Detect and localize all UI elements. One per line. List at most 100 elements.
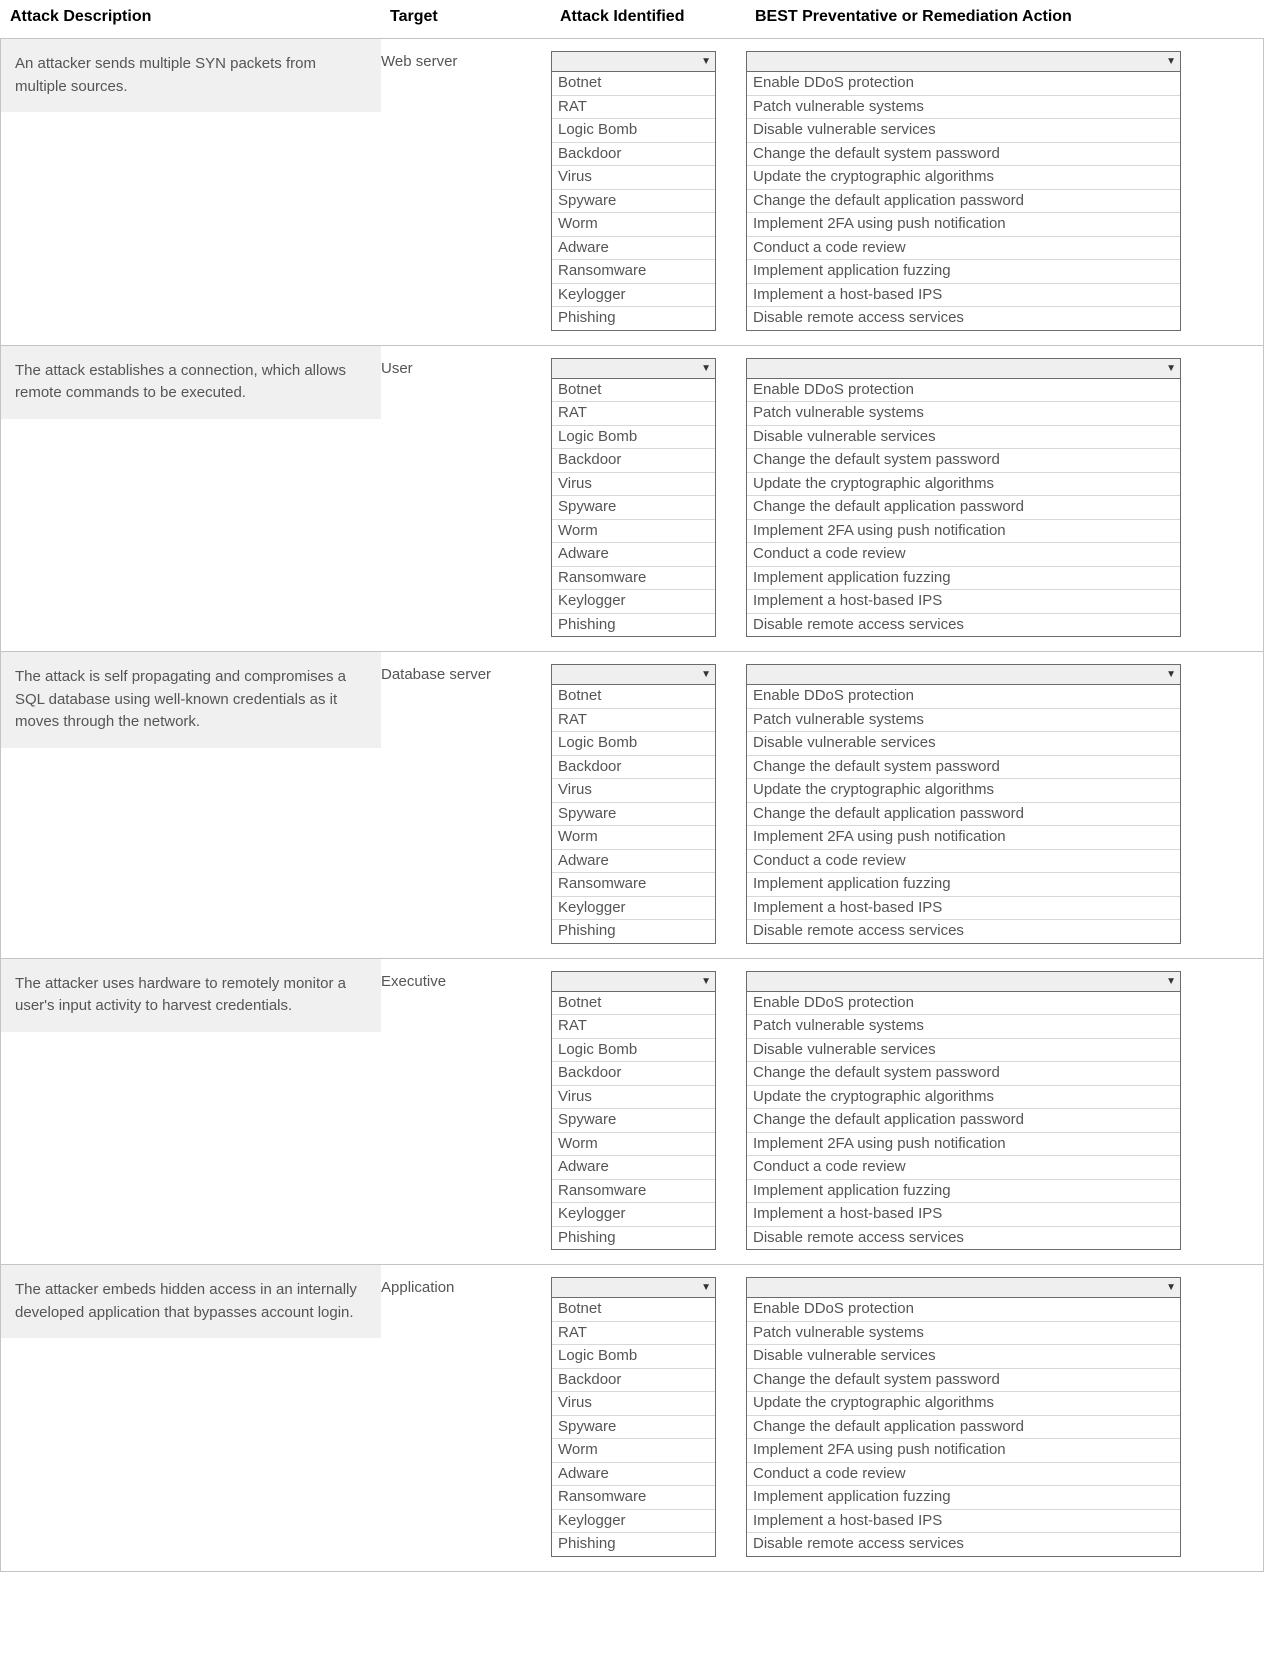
action-option[interactable]: Implement a host-based IPS (747, 897, 1180, 921)
attack-option[interactable]: Phishing (552, 1533, 715, 1556)
attack-option[interactable]: Backdoor (552, 756, 715, 780)
action-option[interactable]: Enable DDoS protection (747, 992, 1180, 1016)
attack-option[interactable]: Botnet (552, 992, 715, 1016)
attack-option[interactable]: Ransomware (552, 1486, 715, 1510)
attack-option[interactable]: Spyware (552, 803, 715, 827)
action-option[interactable]: Change the default system password (747, 1062, 1180, 1086)
attack-option[interactable]: Phishing (552, 614, 715, 637)
action-option[interactable]: Conduct a code review (747, 1463, 1180, 1487)
remediation-action-dropdown[interactable]: ▼ (746, 51, 1181, 72)
attack-option[interactable]: Backdoor (552, 1369, 715, 1393)
attack-option[interactable]: Worm (552, 1439, 715, 1463)
action-option[interactable]: Update the cryptographic algorithms (747, 473, 1180, 497)
action-option[interactable]: Disable remote access services (747, 920, 1180, 943)
action-option[interactable]: Implement application fuzzing (747, 1486, 1180, 1510)
attack-option[interactable]: Keylogger (552, 1203, 715, 1227)
attack-option[interactable]: RAT (552, 96, 715, 120)
attack-option[interactable]: Spyware (552, 496, 715, 520)
attack-option[interactable]: Spyware (552, 1109, 715, 1133)
attack-option[interactable]: Phishing (552, 920, 715, 943)
attack-option[interactable]: Adware (552, 1463, 715, 1487)
action-option[interactable]: Implement a host-based IPS (747, 1510, 1180, 1534)
action-option[interactable]: Implement application fuzzing (747, 567, 1180, 591)
action-option[interactable]: Change the default application password (747, 1416, 1180, 1440)
attack-option[interactable]: RAT (552, 402, 715, 426)
action-option[interactable]: Patch vulnerable systems (747, 709, 1180, 733)
attack-option[interactable]: Worm (552, 520, 715, 544)
attack-option[interactable]: Backdoor (552, 143, 715, 167)
action-option[interactable]: Enable DDoS protection (747, 1298, 1180, 1322)
attack-option[interactable]: Keylogger (552, 1510, 715, 1534)
attack-option[interactable]: Logic Bomb (552, 1039, 715, 1063)
action-option[interactable]: Implement a host-based IPS (747, 590, 1180, 614)
action-option[interactable]: Enable DDoS protection (747, 379, 1180, 403)
action-option[interactable]: Disable remote access services (747, 1533, 1180, 1556)
attack-option[interactable]: Adware (552, 543, 715, 567)
attack-option[interactable]: Spyware (552, 190, 715, 214)
attack-option[interactable]: Virus (552, 473, 715, 497)
action-option[interactable]: Change the default application password (747, 190, 1180, 214)
action-option[interactable]: Implement a host-based IPS (747, 284, 1180, 308)
attack-option[interactable]: Logic Bomb (552, 119, 715, 143)
attack-option[interactable]: Phishing (552, 1227, 715, 1250)
attack-option[interactable]: Botnet (552, 72, 715, 96)
remediation-action-dropdown[interactable]: ▼ (746, 1277, 1181, 1298)
attack-option[interactable]: Botnet (552, 379, 715, 403)
attack-option[interactable]: Virus (552, 779, 715, 803)
attack-option[interactable]: Backdoor (552, 1062, 715, 1086)
action-option[interactable]: Conduct a code review (747, 850, 1180, 874)
action-option[interactable]: Change the default system password (747, 449, 1180, 473)
action-option[interactable]: Disable remote access services (747, 307, 1180, 330)
action-option[interactable]: Implement 2FA using push notification (747, 213, 1180, 237)
attack-identified-dropdown[interactable]: ▼ (551, 664, 716, 685)
attack-option[interactable]: Ransomware (552, 260, 715, 284)
action-option[interactable]: Change the default application password (747, 803, 1180, 827)
action-option[interactable]: Change the default application password (747, 496, 1180, 520)
action-option[interactable]: Disable vulnerable services (747, 119, 1180, 143)
attack-option[interactable]: Virus (552, 1392, 715, 1416)
action-option[interactable]: Disable vulnerable services (747, 732, 1180, 756)
action-option[interactable]: Change the default application password (747, 1109, 1180, 1133)
action-option[interactable]: Conduct a code review (747, 543, 1180, 567)
action-option[interactable]: Update the cryptographic algorithms (747, 1392, 1180, 1416)
action-option[interactable]: Implement application fuzzing (747, 873, 1180, 897)
action-option[interactable]: Patch vulnerable systems (747, 1015, 1180, 1039)
action-option[interactable]: Patch vulnerable systems (747, 402, 1180, 426)
attack-option[interactable]: Worm (552, 1133, 715, 1157)
action-option[interactable]: Implement application fuzzing (747, 1180, 1180, 1204)
action-option[interactable]: Change the default system password (747, 1369, 1180, 1393)
attack-identified-dropdown[interactable]: ▼ (551, 971, 716, 992)
attack-option[interactable]: Virus (552, 1086, 715, 1110)
attack-option[interactable]: Worm (552, 213, 715, 237)
action-option[interactable]: Update the cryptographic algorithms (747, 779, 1180, 803)
action-option[interactable]: Conduct a code review (747, 237, 1180, 261)
action-option[interactable]: Update the cryptographic algorithms (747, 1086, 1180, 1110)
attack-option[interactable]: Keylogger (552, 284, 715, 308)
action-option[interactable]: Patch vulnerable systems (747, 96, 1180, 120)
attack-option[interactable]: Phishing (552, 307, 715, 330)
action-option[interactable]: Disable vulnerable services (747, 426, 1180, 450)
attack-identified-dropdown[interactable]: ▼ (551, 51, 716, 72)
action-option[interactable]: Implement 2FA using push notification (747, 1439, 1180, 1463)
action-option[interactable]: Change the default system password (747, 143, 1180, 167)
attack-option[interactable]: Logic Bomb (552, 1345, 715, 1369)
action-option[interactable]: Enable DDoS protection (747, 685, 1180, 709)
attack-option[interactable]: Ransomware (552, 567, 715, 591)
attack-option[interactable]: RAT (552, 709, 715, 733)
attack-option[interactable]: Botnet (552, 685, 715, 709)
attack-option[interactable]: Logic Bomb (552, 732, 715, 756)
action-option[interactable]: Patch vulnerable systems (747, 1322, 1180, 1346)
remediation-action-dropdown[interactable]: ▼ (746, 358, 1181, 379)
attack-identified-dropdown[interactable]: ▼ (551, 358, 716, 379)
attack-identified-dropdown[interactable]: ▼ (551, 1277, 716, 1298)
action-option[interactable]: Change the default system password (747, 756, 1180, 780)
attack-option[interactable]: Keylogger (552, 590, 715, 614)
action-option[interactable]: Disable vulnerable services (747, 1345, 1180, 1369)
action-option[interactable]: Disable remote access services (747, 1227, 1180, 1250)
action-option[interactable]: Implement 2FA using push notification (747, 826, 1180, 850)
action-option[interactable]: Conduct a code review (747, 1156, 1180, 1180)
attack-option[interactable]: Spyware (552, 1416, 715, 1440)
attack-option[interactable]: Virus (552, 166, 715, 190)
action-option[interactable]: Disable remote access services (747, 614, 1180, 637)
attack-option[interactable]: RAT (552, 1015, 715, 1039)
